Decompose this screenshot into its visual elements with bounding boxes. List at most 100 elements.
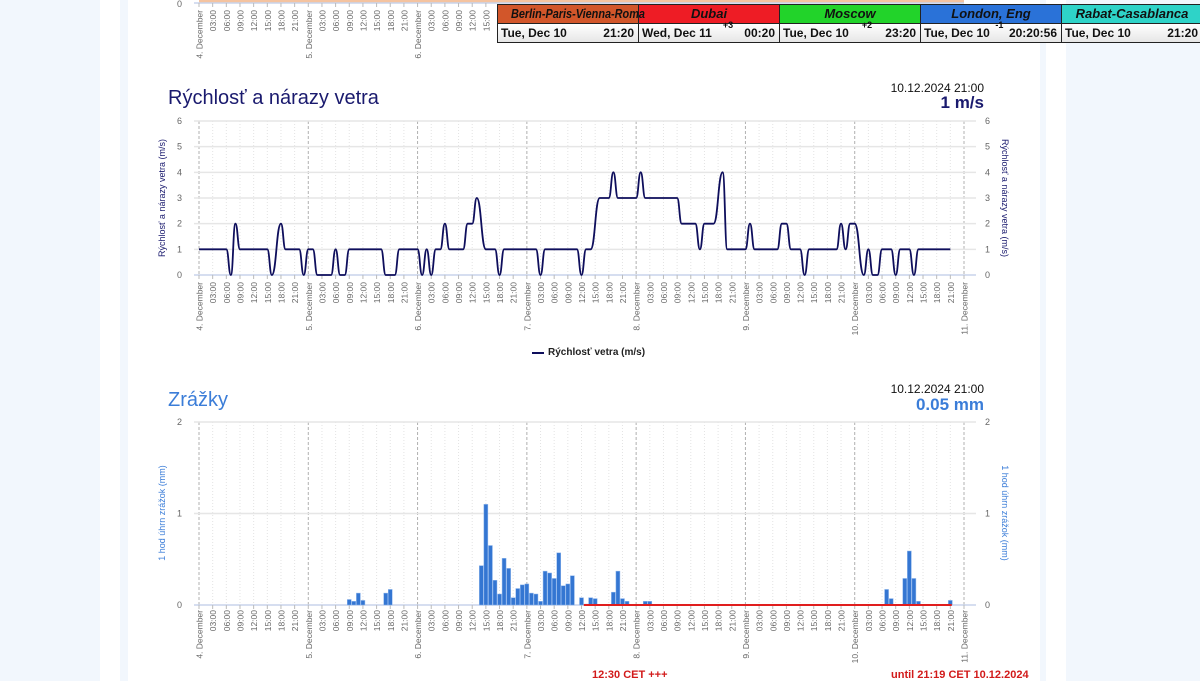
forecast-start-note: 12:30 CET +++: [592, 669, 668, 681]
hour-tick-label: 12:00: [468, 610, 478, 632]
legend-swatch: [532, 351, 544, 354]
hour-tick-label: 03:00: [427, 610, 437, 632]
precip-bar: [615, 570, 621, 606]
hour-tick-label: 15:00: [919, 610, 929, 632]
y-axis-title-right: 1 hod úhrn zrážok (mm): [1000, 465, 1010, 561]
hour-tick-label: 18:00: [386, 10, 396, 32]
precip-bar: [551, 578, 557, 606]
day-tick-label: 5. December: [304, 282, 314, 331]
hour-tick-label: 15:00: [591, 610, 601, 632]
hour-tick-label: 15:00: [372, 610, 382, 632]
hour-tick-label: 12:00: [468, 282, 478, 304]
hour-tick-label: 09:00: [782, 610, 792, 632]
hour-tick-label: 21:00: [290, 282, 300, 304]
clock-city-cell: Dubai: [639, 5, 779, 23]
clock-value: Tue, Dec 10 -1 20:20:56: [921, 20, 1061, 42]
hour-tick-label: 12:00: [468, 10, 478, 32]
hour-tick-label: 12:00: [796, 282, 806, 304]
day-tick-label: 5. December: [304, 10, 314, 59]
hour-tick-label: 15:00: [263, 10, 273, 32]
hour-tick-label: 09:00: [345, 610, 355, 632]
hour-tick-label: 06:00: [550, 610, 560, 632]
charts-panel: [128, 0, 1040, 681]
hour-tick-label: 15:00: [372, 282, 382, 304]
day-tick-label: 9. December: [741, 610, 751, 659]
hour-tick-label: 03:00: [645, 282, 655, 304]
y-tick-label-right: 6: [985, 116, 990, 126]
precip-bar: [520, 584, 525, 606]
hour-tick-label: 03:00: [317, 610, 327, 632]
hour-tick-label: 15:00: [481, 610, 491, 632]
hour-tick-label: 15:00: [700, 610, 710, 632]
precip-bar: [538, 601, 543, 606]
hour-tick-label: 12:00: [686, 610, 696, 632]
hour-tick-label: 09:00: [235, 282, 245, 304]
wind-timestamp: 10.12.2024 21:00: [890, 81, 984, 95]
precip-bar: [547, 572, 552, 606]
hour-tick-label: 12:00: [577, 282, 587, 304]
clock-date: Tue, Dec 10: [924, 26, 990, 40]
hour-tick-label: 03:00: [208, 282, 218, 304]
y-tick-label-right: 0: [985, 270, 990, 280]
y-tick-label-right: 3: [985, 193, 990, 203]
clock-time: 21:20: [1167, 26, 1198, 40]
hour-tick-label: 18:00: [495, 610, 505, 632]
hour-tick-label: 18:00: [604, 610, 614, 632]
clock-offset: -1: [995, 20, 1004, 30]
precip-bar: [907, 550, 912, 606]
day-tick-label: 10. December: [850, 610, 860, 664]
hour-tick-label: 09:00: [454, 282, 464, 304]
hour-tick-label: 18:00: [932, 610, 942, 632]
hour-tick-label: 03:00: [427, 282, 437, 304]
hour-tick-label: 21:00: [618, 610, 628, 632]
hour-tick-label: 15:00: [263, 282, 273, 304]
precip-bar: [501, 558, 507, 606]
y-tick-label-right: 5: [985, 142, 990, 152]
clock-1: Dubai Wed, Dec 11 +3 00:20: [639, 5, 779, 42]
day-tick-label: 4. December: [195, 610, 205, 659]
precip-bar: [588, 597, 593, 606]
hour-tick-label: 06:00: [222, 10, 232, 32]
hour-tick-label: 15:00: [919, 282, 929, 304]
hour-tick-label: 21:00: [399, 282, 409, 304]
hour-tick-label: 18:00: [386, 610, 396, 632]
hour-tick-label: 18:00: [276, 10, 286, 32]
hour-tick-label: 06:00: [222, 282, 232, 304]
hour-tick-label: 15:00: [481, 10, 491, 32]
clock-0: Berlin-Paris-Vienna-Roma Tue, Dec 10 21:…: [498, 5, 645, 42]
clock-date: Tue, Dec 10: [783, 26, 849, 40]
hour-tick-label: 09:00: [454, 10, 464, 32]
precip-bar: [884, 589, 889, 606]
precip-bar: [570, 575, 575, 606]
hour-tick-label: 21:00: [727, 610, 737, 632]
precip-bar: [506, 568, 511, 606]
clock-offset: +3: [722, 20, 734, 30]
y-tick-label-left: 3: [177, 193, 182, 203]
world-clock-bar: Berlin-Paris-Vienna-Roma Tue, Dec 10 21:…: [497, 4, 1200, 43]
hour-tick-label: 03:00: [645, 610, 655, 632]
hour-tick-label: 09:00: [782, 282, 792, 304]
hour-tick-label: 06:00: [659, 282, 669, 304]
y-tick-label-left: 4: [177, 167, 182, 177]
top-chart-y-zero: 0: [177, 0, 182, 9]
clock-city: Berlin-Paris-Vienna-Roma: [510, 6, 645, 21]
clock-date: Wed, Dec 11: [642, 26, 712, 40]
precip-timestamp: 10.12.2024 21:00: [890, 382, 984, 396]
hour-tick-label: 18:00: [386, 282, 396, 304]
legend-label: Rýchlosť vetra (m/s): [548, 347, 646, 358]
hour-tick-label: 18:00: [714, 282, 724, 304]
precip-bar: [524, 583, 530, 606]
y-tick-label-left: 1: [177, 509, 182, 519]
precip-bar: [360, 600, 366, 606]
clock-time: 20:20:56: [1008, 26, 1057, 40]
hour-tick-label: 09:00: [891, 610, 901, 632]
hour-tick-label: 09:00: [673, 610, 683, 632]
precip-bar: [351, 601, 357, 606]
y-tick-label-right: 2: [985, 219, 990, 229]
hour-tick-label: 03:00: [208, 10, 218, 32]
wind-current-value: 1 m/s: [940, 93, 984, 112]
precip-bar: [561, 585, 566, 606]
wind-legend-item[interactable]: Rýchlosť vetra (m/s): [532, 347, 645, 358]
hour-tick-label: 09:00: [345, 10, 355, 32]
